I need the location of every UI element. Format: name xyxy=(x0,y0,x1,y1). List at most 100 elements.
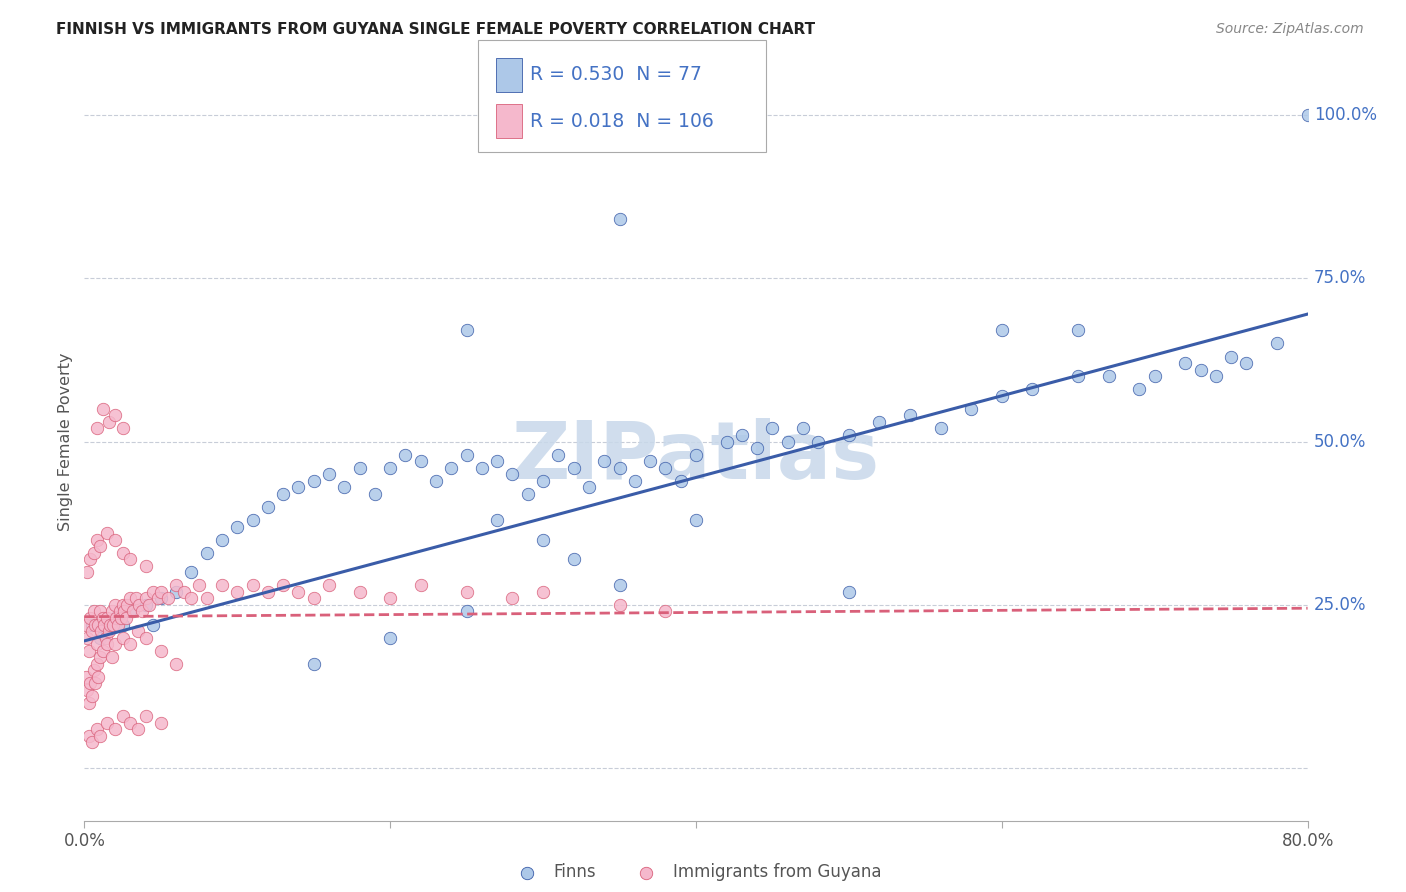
Point xyxy=(77,729,100,743)
Point xyxy=(127,722,149,736)
Point xyxy=(1265,336,1288,351)
Point xyxy=(807,434,830,449)
Point xyxy=(111,421,134,435)
Point xyxy=(86,637,108,651)
Point xyxy=(531,474,554,488)
Point xyxy=(89,631,111,645)
Point xyxy=(90,624,112,639)
Point xyxy=(531,585,554,599)
Point xyxy=(149,591,172,606)
Point xyxy=(96,715,118,730)
Point xyxy=(98,617,121,632)
Point xyxy=(104,611,127,625)
Point xyxy=(86,657,108,671)
Point xyxy=(149,715,172,730)
Point xyxy=(165,657,187,671)
Point xyxy=(91,401,114,416)
Point xyxy=(80,690,103,704)
Point xyxy=(103,617,125,632)
Point xyxy=(716,434,738,449)
Point xyxy=(149,585,172,599)
Point xyxy=(120,552,142,566)
Point xyxy=(104,637,127,651)
Point xyxy=(380,631,402,645)
Point xyxy=(122,605,145,619)
Point xyxy=(271,487,294,501)
Point xyxy=(79,552,101,566)
Text: ZIPatlas: ZIPatlas xyxy=(512,417,880,496)
Point xyxy=(101,650,124,665)
Point xyxy=(165,578,187,592)
Point xyxy=(157,591,180,606)
Point xyxy=(654,605,676,619)
Point xyxy=(1143,369,1166,384)
Point xyxy=(349,585,371,599)
Point xyxy=(1236,356,1258,370)
Text: R = 0.530  N = 77: R = 0.530 N = 77 xyxy=(530,65,702,85)
Point xyxy=(87,617,110,632)
Point xyxy=(111,709,134,723)
Text: R = 0.018  N = 106: R = 0.018 N = 106 xyxy=(530,112,714,131)
Y-axis label: Single Female Poverty: Single Female Poverty xyxy=(58,352,73,531)
Point xyxy=(318,467,340,482)
Point xyxy=(502,467,524,482)
Point xyxy=(87,670,110,684)
Point xyxy=(111,617,134,632)
Point xyxy=(111,546,134,560)
Point xyxy=(257,500,280,514)
Point xyxy=(776,434,799,449)
Point xyxy=(287,480,309,494)
Point xyxy=(131,605,153,619)
Point xyxy=(115,598,138,612)
Point xyxy=(593,454,616,468)
Point xyxy=(79,676,101,690)
Point xyxy=(471,460,494,475)
Point xyxy=(1220,350,1243,364)
Point xyxy=(108,605,131,619)
Point xyxy=(173,585,195,599)
Point xyxy=(97,624,120,639)
Point xyxy=(516,487,538,501)
Point xyxy=(211,533,233,547)
Point xyxy=(96,611,118,625)
Point xyxy=(242,578,264,592)
Point xyxy=(409,578,432,592)
Point xyxy=(111,598,134,612)
Point xyxy=(195,591,218,606)
Point xyxy=(531,533,554,547)
Point xyxy=(86,421,108,435)
Point xyxy=(318,578,340,592)
Point xyxy=(89,539,111,553)
Text: FINNISH VS IMMIGRANTS FROM GUYANA SINGLE FEMALE POVERTY CORRELATION CHART: FINNISH VS IMMIGRANTS FROM GUYANA SINGLE… xyxy=(56,22,815,37)
Point xyxy=(271,578,294,592)
Point xyxy=(669,474,692,488)
Point xyxy=(76,682,98,697)
Point xyxy=(142,617,165,632)
Point xyxy=(105,611,128,625)
Point xyxy=(89,605,111,619)
Point xyxy=(792,421,814,435)
Point xyxy=(127,624,149,639)
Point xyxy=(76,566,98,580)
Point xyxy=(86,533,108,547)
Point xyxy=(547,448,569,462)
Point xyxy=(654,460,676,475)
Point xyxy=(960,401,983,416)
Point xyxy=(195,546,218,560)
Point xyxy=(125,591,148,606)
Point xyxy=(364,487,387,501)
Point xyxy=(135,591,157,606)
Point xyxy=(456,323,478,337)
Point xyxy=(89,650,111,665)
Point xyxy=(242,513,264,527)
Point xyxy=(257,585,280,599)
Point xyxy=(165,585,187,599)
Text: 25.0%: 25.0% xyxy=(1313,596,1367,614)
Point xyxy=(302,591,325,606)
Point xyxy=(75,617,97,632)
Point xyxy=(456,585,478,599)
Point xyxy=(869,415,891,429)
Point xyxy=(180,591,202,606)
Point xyxy=(89,729,111,743)
Point xyxy=(84,617,107,632)
